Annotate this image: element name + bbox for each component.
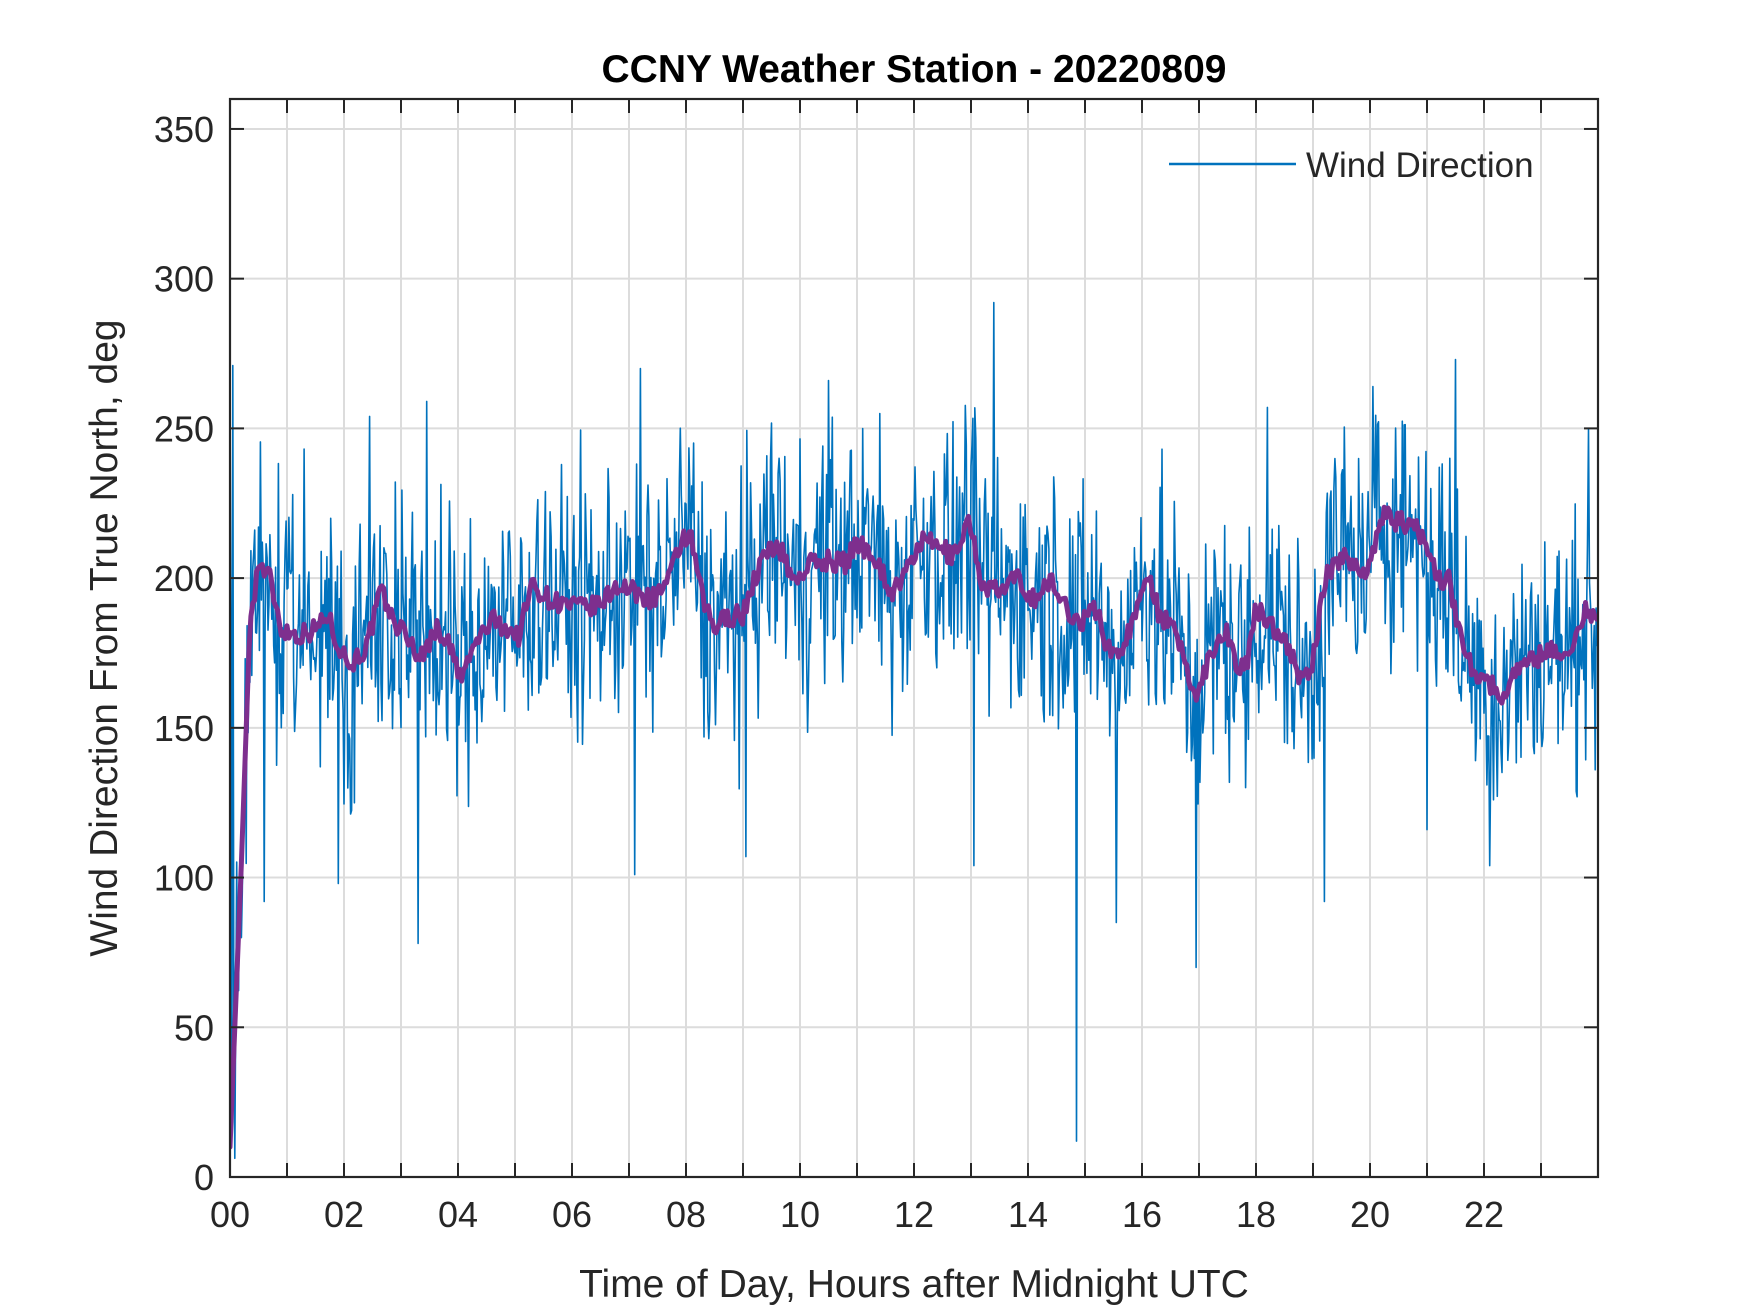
x-tick-label: 12 <box>894 1194 934 1235</box>
x-axis-label: Time of Day, Hours after Midnight UTC <box>579 1263 1249 1306</box>
x-tick-label: 06 <box>552 1194 592 1235</box>
y-tick-label: 100 <box>154 858 214 899</box>
y-tick-label: 0 <box>194 1157 214 1198</box>
y-tick-label: 250 <box>154 408 214 449</box>
x-tick-label: 10 <box>780 1194 820 1235</box>
x-tick-label: 22 <box>1464 1194 1504 1235</box>
chart-title: CCNY Weather Station - 20220809 <box>602 48 1227 91</box>
legend-label: Wind Direction <box>1306 146 1534 185</box>
y-tick-labels: 0 50 100 150 200 250 300 350 <box>154 109 214 1198</box>
x-tick-label: 14 <box>1008 1194 1048 1235</box>
axis-ticks <box>230 99 1598 1178</box>
y-tick-label: 50 <box>174 1007 214 1048</box>
y-tick-label: 200 <box>154 558 214 599</box>
y-tick-label: 150 <box>154 708 214 749</box>
x-tick-labels: 00 02 04 06 08 10 12 14 16 18 20 22 <box>210 1194 1504 1235</box>
x-tick-label: 02 <box>324 1194 364 1235</box>
x-tick-label: 00 <box>210 1194 250 1235</box>
y-tick-label: 300 <box>154 259 214 300</box>
legend: Wind Direction <box>1169 146 1534 185</box>
x-tick-label: 04 <box>438 1194 478 1235</box>
x-tick-label: 16 <box>1122 1194 1162 1235</box>
moving-average-series <box>230 504 1598 1150</box>
y-axis-label: Wind Direction From True North, deg <box>83 319 126 956</box>
x-tick-label: 20 <box>1350 1194 1390 1235</box>
grid-lines <box>230 99 1598 1177</box>
x-tick-label: 08 <box>666 1194 706 1235</box>
moving-average-line <box>230 504 1598 1150</box>
y-tick-label: 350 <box>154 109 214 150</box>
x-tick-label: 18 <box>1236 1194 1276 1235</box>
